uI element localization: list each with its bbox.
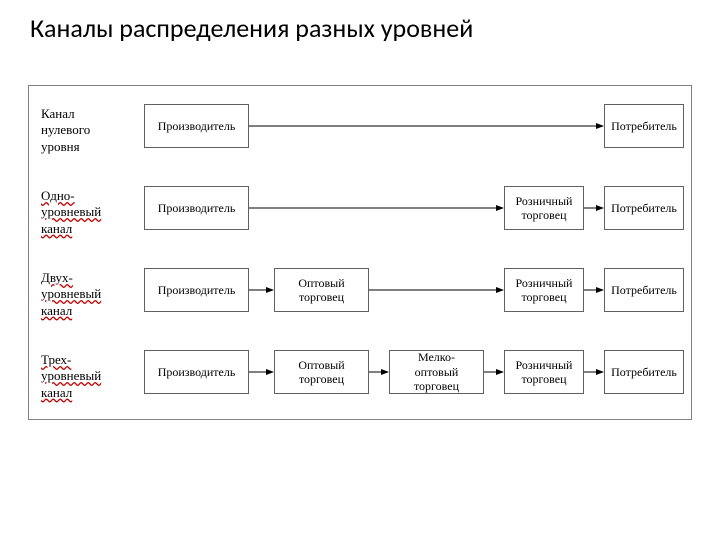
row-label: Одно- уровневый канал (41, 188, 101, 237)
row-label: Двух- уровневый канал (41, 270, 101, 319)
row-label: Канал нулевого уровня (41, 106, 90, 155)
flow-node: Потребитель (604, 268, 684, 312)
flow-node: Производитель (144, 268, 249, 312)
page-title: Каналы распределения разных уровней (30, 12, 473, 44)
row-label: Трех- уровневый канал (41, 352, 101, 401)
flow-node: Розничный торговец (504, 186, 584, 230)
flow-node: Оптовый торговец (274, 350, 369, 394)
flow-node: Производитель (144, 186, 249, 230)
flow-node: Производитель (144, 350, 249, 394)
flow-node: Мелко- оптовый торговец (389, 350, 484, 394)
diagram-frame: Канал нулевого уровня Производитель Потреб… (28, 85, 692, 420)
flow-node: Потребитель (604, 104, 684, 148)
flow-node: Производитель (144, 104, 249, 148)
flow-node: Розничный торговец (504, 350, 584, 394)
flow-node: Потребитель (604, 186, 684, 230)
flow-node: Потребитель (604, 350, 684, 394)
flow-node: Оптовый торговец (274, 268, 369, 312)
flow-node: Розничный торговец (504, 268, 584, 312)
